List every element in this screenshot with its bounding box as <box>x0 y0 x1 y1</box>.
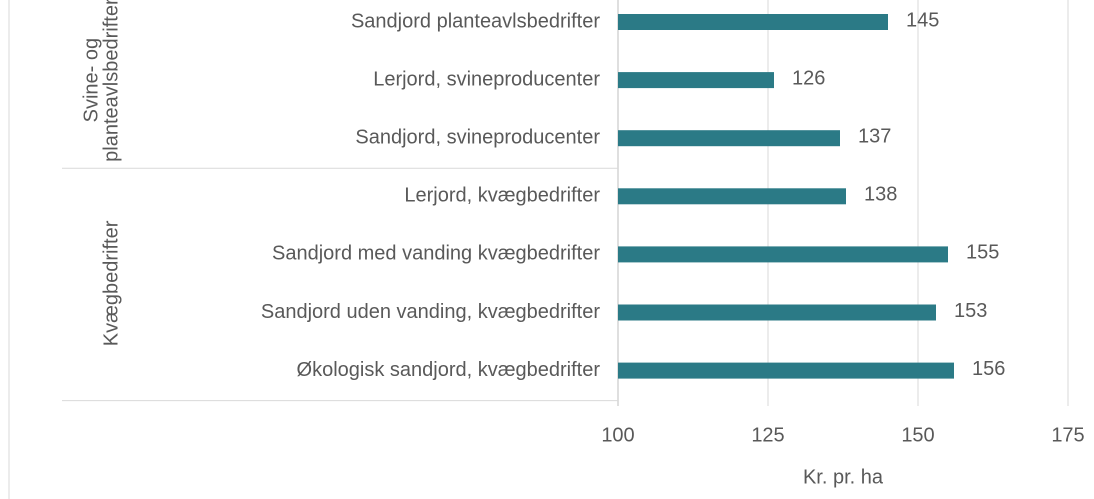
value-label: 155 <box>966 242 999 264</box>
category-label: Sandjord, svineproducenter <box>355 126 600 148</box>
x-tick-label: 125 <box>751 424 784 446</box>
category-label: Sandjord planteavlsbedrifter <box>351 10 600 32</box>
value-label: 145 <box>906 9 939 31</box>
bar <box>618 188 846 205</box>
category-label: Lerjord, svineproducenter <box>373 68 600 90</box>
category-label: Sandjord uden vanding, kvægbedrifter <box>261 301 600 323</box>
group-label: Svine- og <box>80 38 102 123</box>
value-label: 137 <box>858 125 891 147</box>
group-label: planteavlsbedrifter <box>100 0 122 162</box>
bar <box>618 362 954 379</box>
group-label: Kvægbedrifter <box>100 220 122 346</box>
bar <box>618 72 774 89</box>
x-tick-label: 150 <box>901 424 934 446</box>
bar <box>618 304 936 321</box>
value-label: 153 <box>954 300 987 322</box>
x-tick-label: 100 <box>601 424 634 446</box>
bar <box>618 246 948 263</box>
value-label: 138 <box>864 184 897 206</box>
x-axis-label: Kr. pr. ha <box>803 466 884 488</box>
bar <box>618 130 840 147</box>
x-tick-label: 175 <box>1051 424 1084 446</box>
category-label: Lerjord, kvægbedrifter <box>404 185 600 207</box>
value-label: 126 <box>792 67 825 89</box>
category-label: Økologisk sandjord, kvægbedrifter <box>297 359 601 381</box>
category-label: Sandjord med vanding kvægbedrifter <box>272 243 600 265</box>
value-label: 156 <box>972 358 1005 380</box>
bar <box>618 14 888 30</box>
